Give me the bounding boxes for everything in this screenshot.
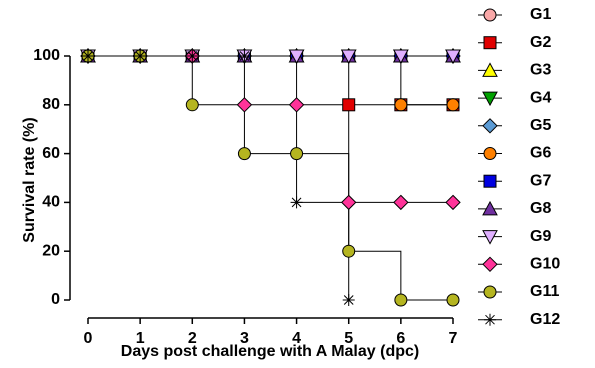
legend-marker (482, 118, 498, 134)
legend-marker (482, 91, 498, 107)
x-tick-label: 2 (188, 330, 197, 347)
legend-marker (483, 36, 497, 50)
series-line (88, 55, 453, 203)
series-line (88, 55, 453, 106)
marker (340, 49, 357, 65)
legend-label: G1 (530, 6, 551, 23)
marker (134, 50, 147, 62)
legend-label: G10 (530, 256, 560, 273)
legend-marker (482, 62, 498, 77)
y-tick-label: 80 (42, 96, 60, 113)
marker (186, 50, 199, 62)
marker (446, 293, 460, 307)
legend-marker (483, 147, 497, 160)
legend-marker (483, 8, 497, 22)
marker (237, 147, 251, 161)
legend-label: G4 (530, 89, 551, 106)
marker (446, 98, 460, 112)
marker (238, 50, 251, 62)
legend-marker (482, 256, 498, 273)
x-tick-label: 3 (240, 330, 249, 347)
x-tick-label: 5 (344, 330, 353, 347)
marker (342, 244, 356, 258)
legend-marker (483, 174, 497, 188)
legend-marker (482, 200, 498, 216)
marker (394, 293, 408, 307)
y-tick-label: 20 (42, 242, 60, 259)
marker (393, 194, 409, 211)
marker (445, 49, 461, 65)
x-tick-label: 7 (449, 330, 458, 347)
marker (82, 50, 94, 62)
legend-label: G2 (530, 34, 551, 51)
legend-label: G6 (530, 145, 551, 162)
y-tick-label: 100 (33, 47, 60, 64)
marker (185, 98, 199, 112)
x-tick-label: 1 (136, 330, 145, 347)
x-tick-label: 4 (292, 330, 301, 347)
y-axis-title: Survival rate (%) (21, 117, 38, 242)
x-axis-title: Days post challenge with A Malay (dpc) (121, 343, 419, 360)
marker (342, 98, 356, 112)
legend-label: G7 (530, 172, 551, 189)
marker (288, 49, 305, 65)
legend-marker (482, 230, 498, 245)
x-tick-label: 0 (84, 330, 93, 347)
legend-label: G8 (530, 200, 551, 217)
x-tick-label: 6 (396, 330, 405, 347)
legend-label: G3 (530, 62, 551, 79)
series-line (88, 55, 453, 301)
y-tick-label: 60 (42, 145, 60, 162)
marker (288, 97, 305, 113)
series-line (88, 55, 350, 300)
marker (445, 194, 461, 211)
legend-marker (484, 313, 496, 326)
legend-marker (483, 285, 497, 299)
marker (290, 147, 304, 161)
legend-label: G5 (530, 117, 551, 134)
legend-label: G12 (530, 311, 560, 328)
marker (341, 194, 357, 211)
y-tick-label: 40 (42, 194, 60, 211)
marker (236, 97, 253, 113)
marker (290, 196, 303, 209)
legend-label: G9 (530, 228, 551, 245)
legend-label: G11 (530, 283, 559, 300)
marker (393, 49, 409, 65)
marker (394, 98, 408, 112)
marker (342, 294, 355, 306)
series-line (88, 55, 453, 106)
y-tick-label: 0 (51, 291, 60, 308)
